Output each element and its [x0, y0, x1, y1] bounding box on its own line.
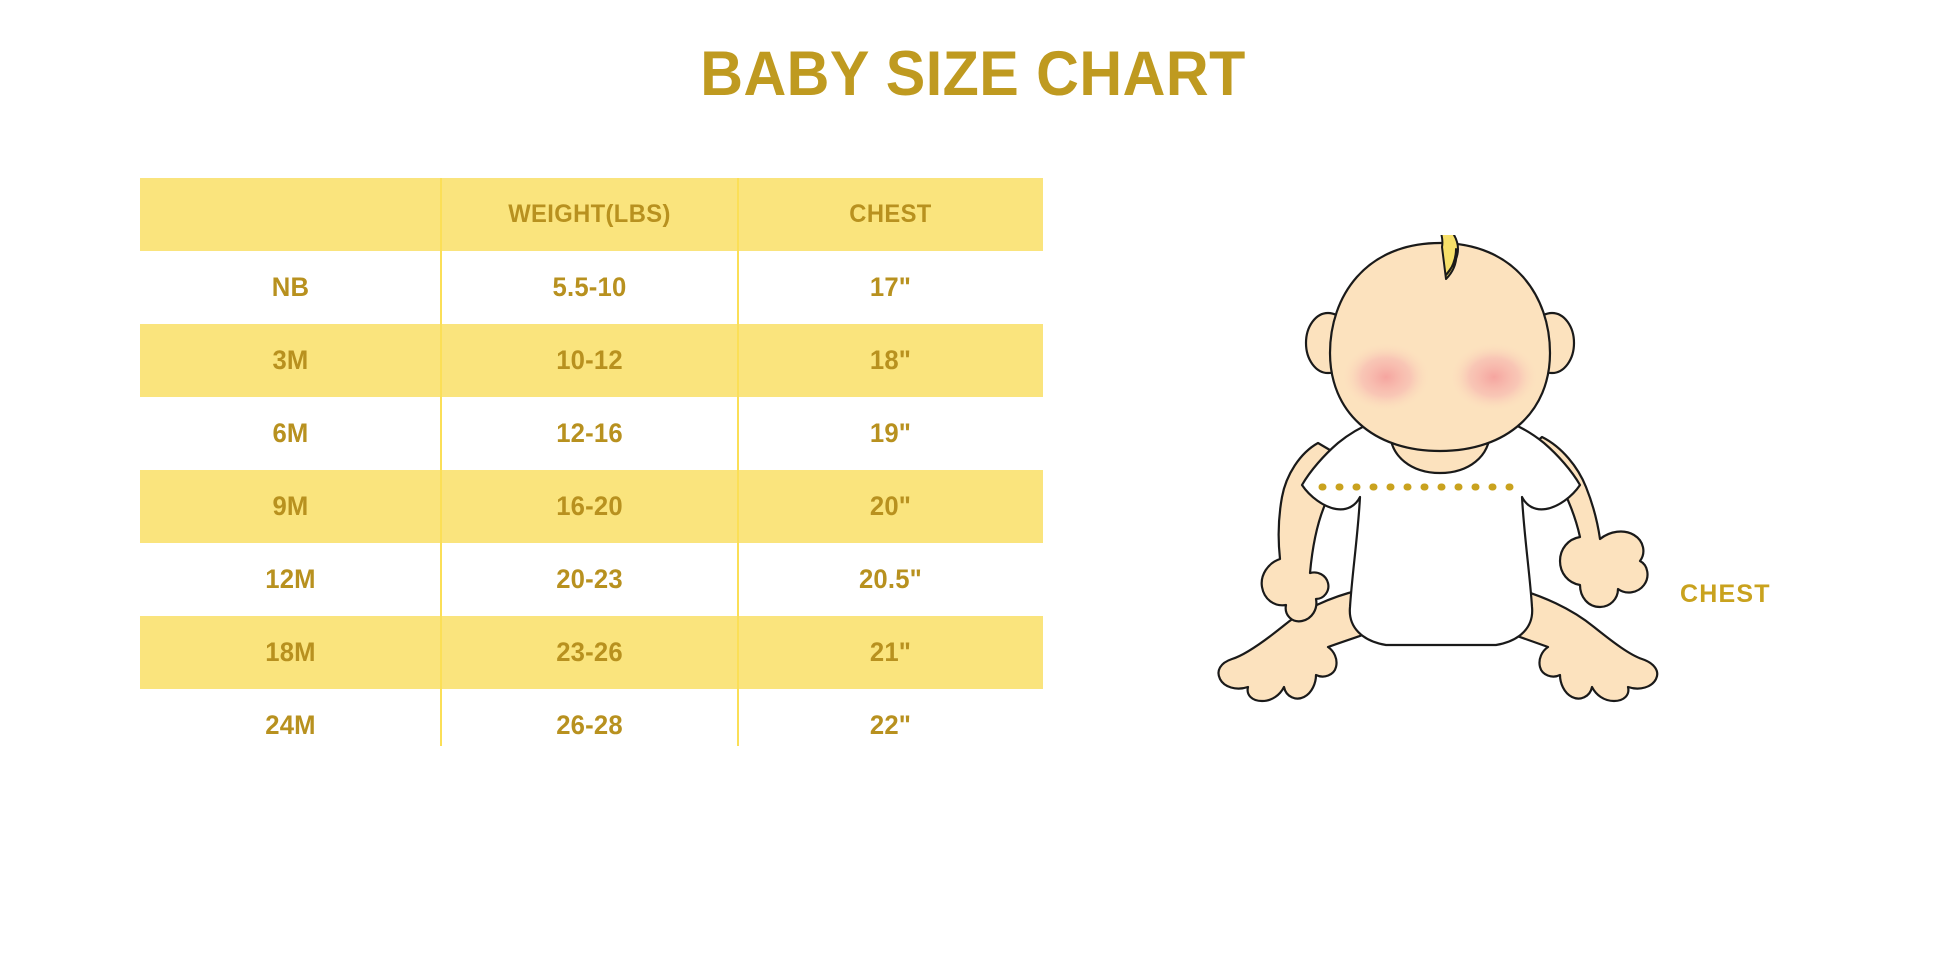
cell-size: 24M: [265, 710, 316, 740]
table-row: 12M 20-23 20.5": [140, 543, 1043, 616]
baby-left-cheek: [1341, 342, 1431, 412]
table-row: NB 5.5-10 17": [140, 251, 1043, 324]
baby-onesie: [1300, 411, 1582, 647]
cell-size: NB: [271, 272, 310, 302]
table-row: 18M 23-26 21": [140, 616, 1043, 689]
cell-chest: 19": [869, 418, 912, 448]
size-table: WEIGHT(LBS) CHEST NB 5.5-10 17" 3M 10-12…: [140, 178, 1043, 762]
baby-right-cheek: [1449, 342, 1539, 412]
table-row: 9M 16-20 20": [140, 470, 1043, 543]
page-title: BABY SIZE CHART: [700, 39, 1246, 109]
baby-hair-curl: [1440, 235, 1459, 280]
cell-weight: 12-16: [556, 418, 623, 448]
cell-weight: 23-26: [556, 637, 623, 667]
table-row: 6M 12-16 19": [140, 397, 1043, 470]
cell-chest: 22": [869, 710, 912, 740]
cell-chest: 21": [869, 637, 912, 667]
baby-right-arm: [1524, 435, 1649, 609]
cell-weight: 10-12: [556, 345, 623, 375]
cell-chest: 20": [869, 491, 912, 521]
cell-size: 18M: [265, 637, 316, 667]
cell-size: 6M: [272, 418, 309, 448]
cell-weight: 16-20: [556, 491, 623, 521]
header-cell-weight: WEIGHT(LBS): [508, 200, 671, 228]
table-row: 24M 26-28 22": [140, 689, 1043, 762]
table-row: 3M 10-12 18": [140, 324, 1043, 397]
cell-size: 9M: [272, 491, 309, 521]
cell-weight: 5.5-10: [552, 272, 627, 302]
cell-chest: 20.5": [858, 564, 923, 594]
header-cell-chest: CHEST: [849, 200, 932, 228]
chest-label: CHEST: [1680, 580, 1771, 608]
table-header-row: WEIGHT(LBS) CHEST: [140, 178, 1043, 251]
header-cell-size: [148, 178, 434, 251]
baby-illustration: [1190, 235, 1690, 705]
column-divider-2: [737, 178, 739, 746]
cell-chest: 18": [869, 345, 912, 375]
cell-size: 3M: [272, 345, 309, 375]
column-divider-1: [440, 178, 442, 746]
cell-weight: 20-23: [556, 564, 623, 594]
cell-weight: 26-28: [556, 710, 623, 740]
cell-size: 12M: [265, 564, 316, 594]
cell-chest: 17": [869, 272, 912, 302]
